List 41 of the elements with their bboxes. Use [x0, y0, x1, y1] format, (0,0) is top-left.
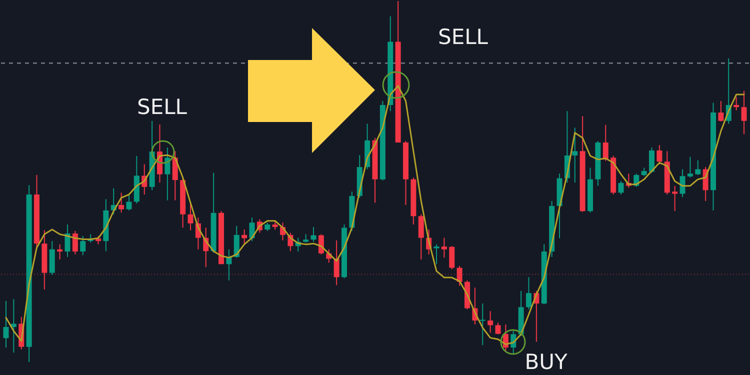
candlestick	[80, 236, 86, 256]
candlestick	[449, 246, 455, 270]
candlestick	[718, 100, 724, 122]
candlestick	[680, 168, 686, 198]
candlestick	[49, 240, 55, 276]
candlestick	[188, 202, 194, 231]
annotation: BUY	[524, 350, 568, 374]
candlestick	[172, 150, 178, 201]
annotation: SELL	[137, 95, 187, 119]
candlestick	[64, 224, 70, 258]
candlestick	[234, 225, 240, 258]
candlestick	[741, 90, 747, 135]
candlestick	[10, 298, 16, 354]
candlestick	[618, 180, 624, 195]
candlestick	[602, 124, 608, 162]
candlestick	[57, 244, 63, 260]
candlestick	[441, 237, 447, 258]
candlestick	[249, 217, 255, 242]
candlestick	[687, 156, 693, 178]
candlestick	[242, 229, 248, 245]
candlestick	[318, 234, 324, 255]
candlestick	[164, 147, 170, 201]
candlestick	[572, 127, 578, 184]
annotation: SELL	[438, 25, 488, 49]
candlestick	[456, 265, 462, 286]
candlestick	[334, 240, 340, 286]
candlestick	[656, 144, 662, 165]
candlestick	[434, 244, 440, 265]
candlestick	[734, 96, 740, 111]
candlestick	[126, 194, 132, 211]
candlestick	[488, 310, 494, 334]
candlestick	[310, 226, 316, 242]
candlestick	[118, 192, 124, 214]
candlestick	[649, 147, 654, 174]
candlestick	[672, 185, 678, 212]
candlestick	[418, 214, 424, 260]
candlestick	[526, 276, 532, 310]
candlestick	[72, 230, 78, 255]
candlestick	[3, 300, 9, 348]
candlestick	[480, 303, 486, 346]
candlestick	[695, 160, 701, 176]
